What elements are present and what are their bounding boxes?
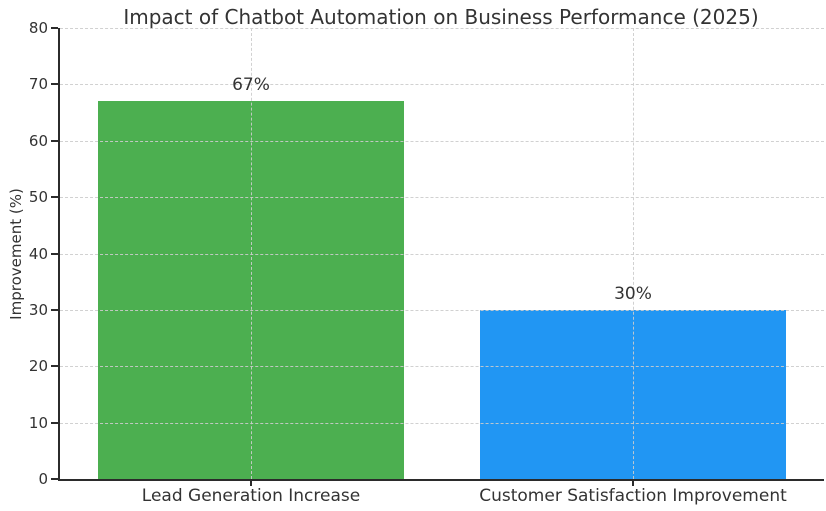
y-gridline — [60, 366, 824, 368]
x-tick-label: Customer Satisfaction Improvement — [479, 486, 787, 506]
y-tick-label: 70 — [28, 75, 48, 94]
y-gridline — [60, 309, 824, 311]
y-gridline — [60, 84, 824, 86]
y-tick-label: 60 — [28, 131, 48, 150]
bar — [98, 101, 404, 479]
bar — [480, 309, 786, 479]
x-tick — [250, 481, 252, 486]
bar-value-label: 30% — [614, 283, 652, 304]
y-tick-label: 80 — [28, 19, 48, 37]
y-tick — [51, 139, 58, 142]
y-tick-label: 0 — [38, 470, 48, 488]
y-tick-label: 50 — [28, 188, 48, 207]
y-tick — [51, 83, 58, 86]
y-tick-label: 40 — [28, 244, 48, 263]
plot-area: 0 10 20 30 40 50 60 70 80 67% Lead Generation Incr… — [29, 19, 824, 506]
y-gridline — [60, 253, 824, 255]
y-tick-label: 30 — [28, 300, 48, 319]
y-tick — [51, 365, 58, 368]
y-gridline — [60, 422, 824, 424]
y-tick — [51, 252, 58, 255]
x-tick — [632, 481, 634, 486]
y-gridline — [60, 28, 824, 29]
y-tick — [51, 308, 58, 311]
y-tick — [51, 196, 58, 199]
y-tick — [51, 27, 58, 29]
x-gridline — [633, 28, 634, 479]
y-tick-label: 20 — [28, 357, 48, 376]
y-gridline — [60, 197, 824, 199]
chart-title: Impact of Chatbot Automation on Business… — [123, 5, 759, 29]
y-tick — [51, 478, 58, 480]
bar-value-label: 67% — [232, 75, 270, 96]
y-axis-label: Improvement (%) — [7, 188, 25, 320]
y-gridline — [60, 140, 824, 142]
x-gridline — [251, 28, 252, 479]
x-tick-label: Lead Generation Increase — [141, 486, 361, 506]
y-tick — [51, 421, 58, 424]
y-tick-label: 10 — [28, 413, 48, 432]
